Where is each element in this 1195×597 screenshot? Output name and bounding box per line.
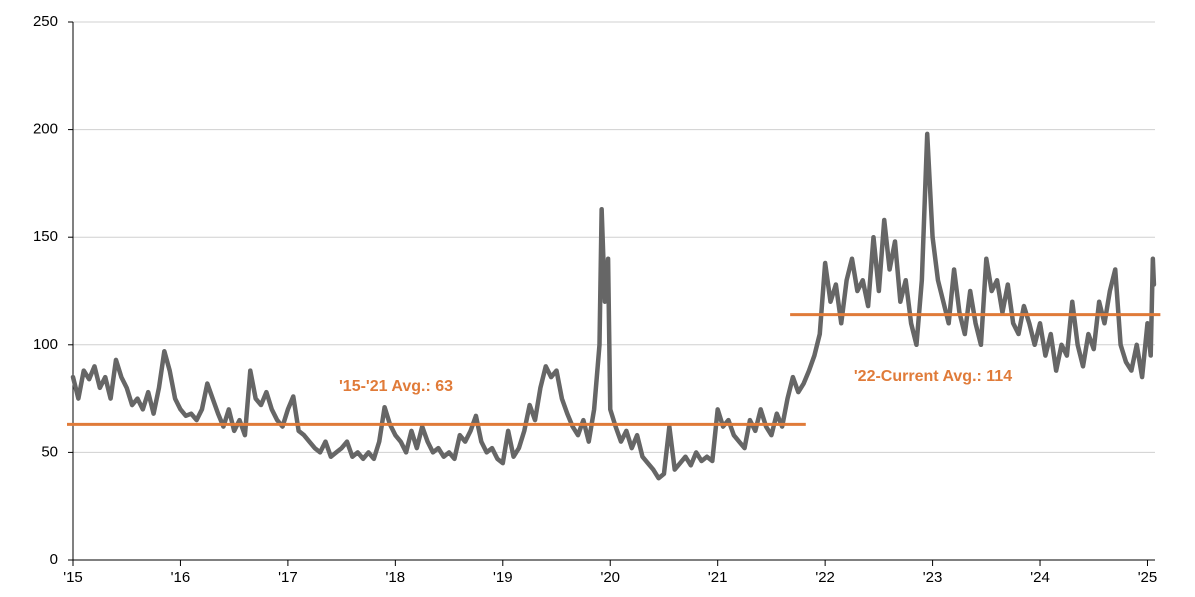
- x-tick-label: '21: [708, 569, 728, 586]
- x-tick-label: '23: [923, 569, 943, 586]
- y-tick-label: 100: [33, 336, 58, 353]
- x-tick-label: '15: [63, 569, 83, 586]
- average-label: '22-Current Avg.: 114: [854, 368, 1012, 385]
- y-tick-label: 0: [50, 551, 58, 568]
- x-tick-label: '19: [493, 569, 513, 586]
- x-tick-label: '17: [278, 569, 298, 586]
- y-tick-label: 250: [33, 13, 58, 30]
- x-tick-label: '25: [1138, 569, 1158, 586]
- x-tick-label: '20: [600, 569, 620, 586]
- x-tick-label: '22: [815, 569, 835, 586]
- data-line: [70, 131, 1157, 481]
- average-label: '15-'21 Avg.: 63: [339, 378, 453, 395]
- y-tick-label: 50: [41, 443, 58, 460]
- y-tick-label: 150: [33, 228, 58, 245]
- x-tick-label: '16: [171, 569, 191, 586]
- x-tick-label: '18: [386, 569, 406, 586]
- y-tick-label: 200: [33, 121, 58, 138]
- x-tick-label: '24: [1030, 569, 1050, 586]
